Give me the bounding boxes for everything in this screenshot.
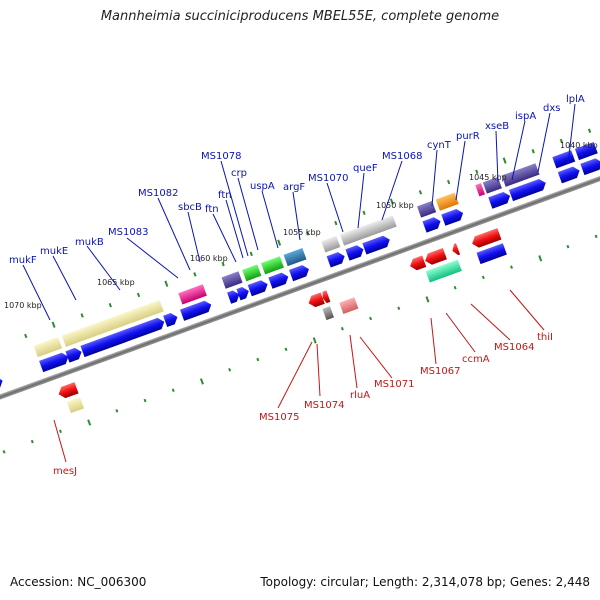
cds-arrow — [289, 265, 309, 282]
cds-arrow — [362, 235, 390, 255]
feature-segment — [475, 183, 486, 197]
gene-label: MS1071 — [374, 379, 414, 390]
map-title: Mannheimia succiniciproducens MBEL55E, c… — [100, 9, 500, 24]
gene-labels-top: mukF mukE mukB MS1083 MS1082 sbcB ftn ft… — [9, 94, 585, 266]
cds-arrow — [410, 255, 427, 271]
gene-label: mukF — [9, 255, 37, 266]
cds-arrow — [472, 228, 502, 248]
gene-label: MS1078 — [201, 151, 241, 162]
cds-arrow — [557, 166, 580, 184]
scale-label: 1065 kbp — [97, 278, 135, 287]
accession-label: Accession: NC_006300 — [10, 575, 147, 589]
feature-segment — [283, 248, 307, 267]
cds-arrow — [227, 290, 240, 304]
scale-label: 1055 kbp — [283, 228, 321, 237]
gene-label: MS1083 — [108, 227, 148, 238]
reverse-strand-features — [58, 228, 507, 414]
cds-arrow — [452, 243, 461, 256]
feature-segment — [501, 163, 540, 187]
scale-label: 1040 kbp — [560, 141, 598, 150]
gene-label: mukB — [75, 237, 104, 248]
cds-arrow — [80, 317, 165, 358]
gene-label: thiI — [537, 332, 553, 343]
cds-arrow — [39, 352, 69, 373]
feature-segment — [425, 259, 462, 283]
gene-label: queF — [353, 163, 378, 174]
cds-arrow — [345, 245, 364, 261]
scale-label: 1045 kbp — [469, 173, 507, 182]
cds-arrow — [308, 292, 325, 308]
outer-tick-track-top — [24, 128, 592, 339]
cds-arrow — [441, 209, 464, 226]
cds-arrow — [580, 158, 600, 176]
gene-label: lplA — [566, 94, 585, 105]
gene-label: MS1075 — [259, 412, 299, 423]
cds-arrow — [488, 191, 511, 209]
scale-labels: 1070 kbp 1065 kbp 1060 kbp 1055 kbp 1050… — [4, 141, 598, 310]
gene-label: ftn — [205, 204, 219, 215]
gene-label: mukE — [40, 246, 68, 257]
cds-arrow — [65, 347, 82, 363]
cds-arrow — [180, 300, 212, 321]
forward-strand-features — [0, 142, 600, 392]
leader-lines-top — [22, 103, 576, 321]
feature-segment — [339, 215, 397, 246]
feature-segment — [552, 150, 576, 169]
feature-segment — [322, 306, 335, 321]
gene-label: ftn — [218, 190, 232, 201]
cds-arrow — [163, 313, 178, 328]
feature-segment — [574, 142, 598, 161]
feature-segment — [417, 200, 437, 218]
scale-label: 1060 kbp — [190, 254, 228, 263]
gene-labels-bottom: mesJ MS1075 MS1074 rluA MS1071 MS1067 cc… — [53, 332, 553, 477]
cds-arrow — [58, 382, 79, 399]
feature-segment — [61, 300, 164, 347]
feature-segment — [33, 336, 63, 358]
gene-label: cynT — [427, 140, 452, 151]
cds-arrow — [425, 248, 447, 265]
gene-label: rluA — [350, 390, 370, 401]
feature-segment — [221, 271, 243, 289]
cds-arrow — [326, 252, 345, 268]
cds-arrow — [508, 178, 546, 202]
leader-lines-bottom — [53, 289, 545, 463]
scale-label: 1070 kbp — [4, 301, 42, 310]
feature-segment — [476, 243, 507, 265]
gene-label: MS1068 — [382, 151, 422, 162]
gene-label: MS1067 — [420, 366, 460, 377]
topology-summary: Topology: circular; Length: 2,314,078 bp… — [260, 575, 590, 589]
gene-label: MS1064 — [494, 342, 534, 353]
feature-segment — [178, 284, 207, 305]
cds-arrow — [0, 376, 3, 392]
gene-label: MS1070 — [308, 173, 348, 184]
gene-label: sbcB — [178, 202, 202, 213]
feature-segment — [321, 235, 341, 253]
feature-segment — [435, 192, 459, 211]
cds-arrow — [422, 217, 441, 233]
gene-label: argF — [283, 182, 305, 193]
outer-tick-track-bottom — [2, 234, 598, 454]
cds-arrow — [268, 272, 289, 289]
gene-label: crp — [231, 168, 247, 179]
scale-label: 1050 kbp — [376, 201, 414, 210]
feature-segment — [482, 176, 502, 194]
gene-label: mesJ — [53, 466, 77, 477]
feature-segment — [261, 256, 284, 275]
gene-label: uspA — [250, 181, 275, 192]
cds-arrow — [247, 280, 268, 297]
cds-arrow — [236, 287, 249, 301]
feature-segment — [339, 297, 359, 314]
gene-label: MS1082 — [138, 188, 178, 199]
gene-label: ccmA — [462, 354, 490, 365]
gene-label: dxs — [543, 103, 560, 114]
gene-label: purR — [456, 131, 480, 142]
cds-arrow — [322, 290, 331, 304]
gene-label: ispA — [515, 111, 536, 122]
feature-segment — [242, 264, 262, 282]
gene-label: xseB — [485, 121, 509, 132]
gene-label: MS1074 — [304, 400, 344, 411]
feature-segment — [66, 397, 85, 414]
genome-backbone — [0, 136, 600, 436]
